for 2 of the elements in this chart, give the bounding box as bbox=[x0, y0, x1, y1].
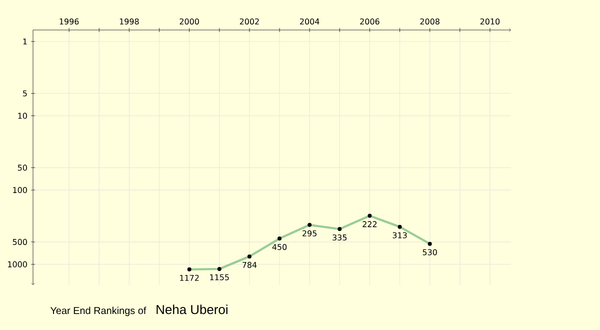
text: Year End Rankings of bbox=[50, 306, 146, 316]
text: Neha Uberoi bbox=[156, 304, 228, 314]
